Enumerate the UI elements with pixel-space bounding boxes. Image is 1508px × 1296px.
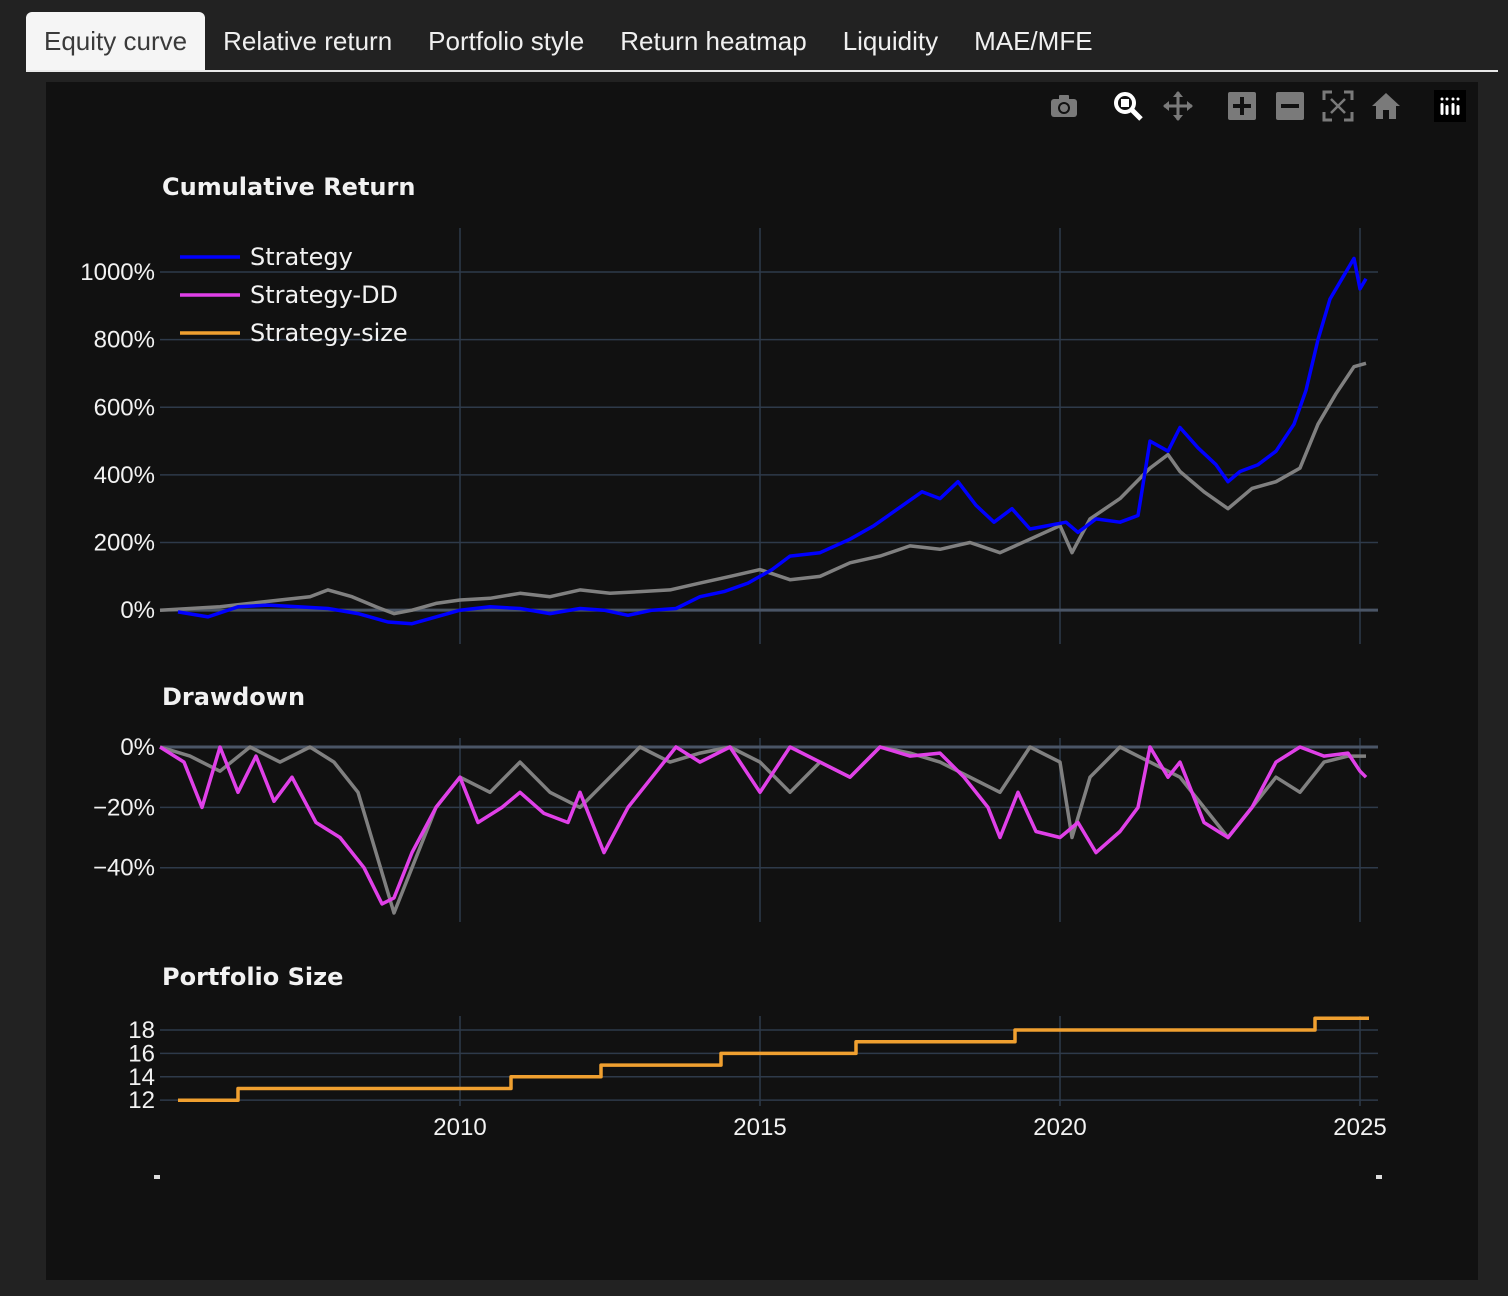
x-tick-label: 2025 xyxy=(1333,1114,1386,1141)
zoom-in-icon[interactable] xyxy=(1226,90,1258,122)
y-tick-label: 600% xyxy=(94,394,155,421)
legend-item[interactable]: Strategy xyxy=(180,243,353,271)
tab-return-heatmap[interactable]: Return heatmap xyxy=(620,25,807,56)
subplot-0: 0% 200% 400% 600% 800% 1000% Cumulative Return xyxy=(80,173,1378,644)
legend-label: Strategy-DD xyxy=(250,281,398,309)
x-tick-label: 2020 xyxy=(1033,1114,1086,1141)
y-tick-label: 12 xyxy=(128,1087,155,1114)
series-line-strategy-dd xyxy=(159,745,1368,906)
legend-label: Strategy xyxy=(250,243,353,271)
zoom-out-icon[interactable] xyxy=(1274,90,1306,122)
subplot-title: Drawdown xyxy=(162,683,305,711)
y-tick-label: 800% xyxy=(94,327,155,354)
tab-equity-curve[interactable]: Equity curve xyxy=(26,12,206,70)
zoom-icon[interactable] xyxy=(1112,90,1144,122)
series-line-strategy xyxy=(177,256,1368,626)
legend-label: Strategy-size xyxy=(250,319,408,347)
subplot-title: Cumulative Return xyxy=(162,173,415,201)
autoscale-icon[interactable] xyxy=(1322,90,1354,122)
series-line-strategy-size xyxy=(178,1016,1369,1102)
y-tick-label: 200% xyxy=(94,530,155,557)
y-tick-label: 0% xyxy=(120,734,155,761)
range-slider-handle-right[interactable] xyxy=(1376,1175,1382,1179)
legend-item[interactable]: Strategy-DD xyxy=(180,281,398,309)
y-tick-label: 400% xyxy=(94,462,155,489)
y-tick-label: −20% xyxy=(93,794,155,821)
chart-panel xyxy=(46,82,1478,1280)
x-tick-label: 2010 xyxy=(433,1114,486,1141)
y-tick-label: 16 xyxy=(128,1040,155,1067)
tab-relative-return[interactable]: Relative return xyxy=(223,25,393,56)
y-tick-label: 1000% xyxy=(80,259,155,286)
camera-icon[interactable] xyxy=(1048,90,1080,122)
legend: Strategy Strategy-DD Strategy-size xyxy=(180,243,408,347)
y-tick-label: 0% xyxy=(120,597,155,624)
tab-liquidity[interactable]: Liquidity xyxy=(842,25,939,56)
tab-bar: Equity curve Relative return Portfolio s… xyxy=(26,10,1498,72)
tab-portfolio-style[interactable]: Portfolio style xyxy=(428,25,585,56)
home-icon[interactable] xyxy=(1370,90,1402,122)
tab-mae-mfe[interactable]: MAE/MFE xyxy=(974,25,1093,56)
plotly-logo-icon[interactable] xyxy=(1434,90,1466,122)
series-line-benchmark xyxy=(159,361,1367,616)
subplot-1: 0% −20% −40% Drawdown xyxy=(93,683,1378,922)
pan-icon[interactable] xyxy=(1162,90,1194,122)
y-tick-label: 18 xyxy=(128,1017,155,1044)
y-tick-label: 14 xyxy=(128,1064,155,1091)
subplot-title: Portfolio Size xyxy=(162,963,343,991)
modebar xyxy=(1040,90,1470,122)
range-slider-handle-left[interactable] xyxy=(154,1175,160,1179)
legend-item[interactable]: Strategy-size xyxy=(180,319,408,347)
y-tick-label: −40% xyxy=(93,855,155,882)
x-tick-label: 2015 xyxy=(733,1114,786,1141)
